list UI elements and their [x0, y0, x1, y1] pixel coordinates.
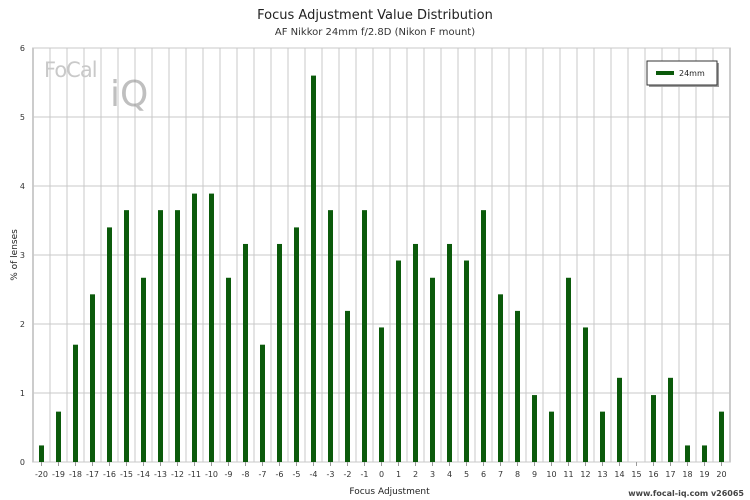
- bar: [413, 243, 418, 462]
- x-tick-label: 12: [580, 470, 590, 479]
- x-tick-label: 3: [430, 470, 435, 479]
- x-tick-label: 19: [699, 470, 709, 479]
- bar: [141, 277, 146, 462]
- bar: [175, 210, 180, 462]
- footer-url: www.focal-iq.com v26065: [628, 489, 744, 498]
- x-tick-label: 16: [648, 470, 658, 479]
- x-tick-label: -6: [276, 470, 284, 479]
- bar: [498, 294, 503, 462]
- x-tick-label: 13: [597, 470, 607, 479]
- focal-iq-logo: FoCal: [44, 58, 98, 82]
- x-tick-label: -15: [120, 470, 133, 479]
- x-tick-label: 14: [614, 470, 624, 479]
- x-tick-label: -18: [69, 470, 82, 479]
- x-tick-label: 5: [464, 470, 469, 479]
- x-tick-label: 18: [682, 470, 692, 479]
- x-tick-label: 1: [396, 470, 401, 479]
- bar: [209, 193, 214, 462]
- bar: [515, 310, 520, 462]
- bar: [583, 327, 588, 462]
- x-tick-label: 7: [498, 470, 503, 479]
- iq-logo-mark: iQ: [110, 74, 148, 115]
- bar: [107, 227, 112, 462]
- bar: [39, 445, 44, 462]
- bar: [447, 243, 452, 462]
- y-tick-label: 2: [20, 320, 25, 329]
- bar: [396, 260, 401, 462]
- bar: [90, 294, 95, 462]
- x-tick-label: -9: [225, 470, 233, 479]
- bar: [311, 75, 316, 462]
- logo-text: FoCal: [44, 58, 98, 82]
- x-tick-label: 10: [546, 470, 556, 479]
- bar: [73, 344, 78, 462]
- y-tick-label: 3: [20, 251, 25, 260]
- x-tick-label: -12: [171, 470, 184, 479]
- x-tick-label: -2: [344, 470, 352, 479]
- chart-title: Focus Adjustment Value Distribution: [257, 8, 493, 23]
- x-tick-label: 9: [532, 470, 537, 479]
- x-tick-label: -20: [35, 470, 48, 479]
- x-tick-label: 0: [379, 470, 384, 479]
- bar: [294, 227, 299, 462]
- bar: [226, 277, 231, 462]
- y-tick-label: 4: [20, 182, 25, 191]
- bar: [124, 210, 129, 462]
- x-tick-label: 4: [447, 470, 452, 479]
- x-tick-label: 2: [413, 470, 418, 479]
- x-tick-label: 20: [716, 470, 726, 479]
- bar: [464, 260, 469, 462]
- x-tick-label: -4: [310, 470, 318, 479]
- x-tick-label: -3: [327, 470, 335, 479]
- x-tick-label: 6: [481, 470, 486, 479]
- x-tick-label: -10: [205, 470, 218, 479]
- x-tick-label: -13: [154, 470, 167, 479]
- bar: [328, 210, 333, 462]
- x-tick-label: -16: [103, 470, 116, 479]
- bar: [566, 277, 571, 462]
- chart-subtitle: AF Nikkor 24mm f/2.8D (Nikon F mount): [274, 27, 476, 38]
- y-axis-label: % of lenses: [10, 229, 20, 281]
- y-tick-label: 0: [20, 458, 25, 467]
- x-tick-label: 8: [515, 470, 520, 479]
- x-tick-label: -11: [188, 470, 201, 479]
- bar: [685, 445, 690, 462]
- bar: [56, 411, 61, 462]
- x-tick-label: 17: [665, 470, 675, 479]
- bar: [277, 243, 282, 462]
- bar: [651, 395, 656, 462]
- x-tick-label: -14: [137, 470, 150, 479]
- bar: [702, 445, 707, 462]
- x-tick-label: 15: [631, 470, 641, 479]
- bar: [345, 310, 350, 462]
- bar: [362, 210, 367, 462]
- x-tick-label: -17: [86, 470, 99, 479]
- x-tick-label: -1: [361, 470, 369, 479]
- bar: [260, 344, 265, 462]
- bar: [379, 327, 384, 462]
- x-tick-label: 11: [563, 470, 573, 479]
- bar: [600, 411, 605, 462]
- bar: [243, 243, 248, 462]
- bar: [668, 377, 673, 462]
- bar: [549, 411, 554, 462]
- bar: [617, 377, 622, 462]
- y-tick-label: 5: [20, 113, 25, 122]
- bar: [719, 411, 724, 462]
- bar: [481, 210, 486, 462]
- x-axis-label: Focus Adjustment: [349, 487, 430, 497]
- x-tick-label: -19: [52, 470, 65, 479]
- x-tick-label: -5: [293, 470, 301, 479]
- bar: [430, 277, 435, 462]
- x-tick-label: -8: [242, 470, 250, 479]
- x-tick-label: -7: [259, 470, 267, 479]
- bar: [532, 395, 537, 462]
- y-tick-label: 6: [20, 44, 25, 53]
- logo-mark-text: iQ: [110, 74, 148, 115]
- y-tick-label: 1: [20, 389, 25, 398]
- bar: [158, 210, 163, 462]
- bar: [192, 193, 197, 462]
- legend-label: 24mm: [679, 69, 705, 78]
